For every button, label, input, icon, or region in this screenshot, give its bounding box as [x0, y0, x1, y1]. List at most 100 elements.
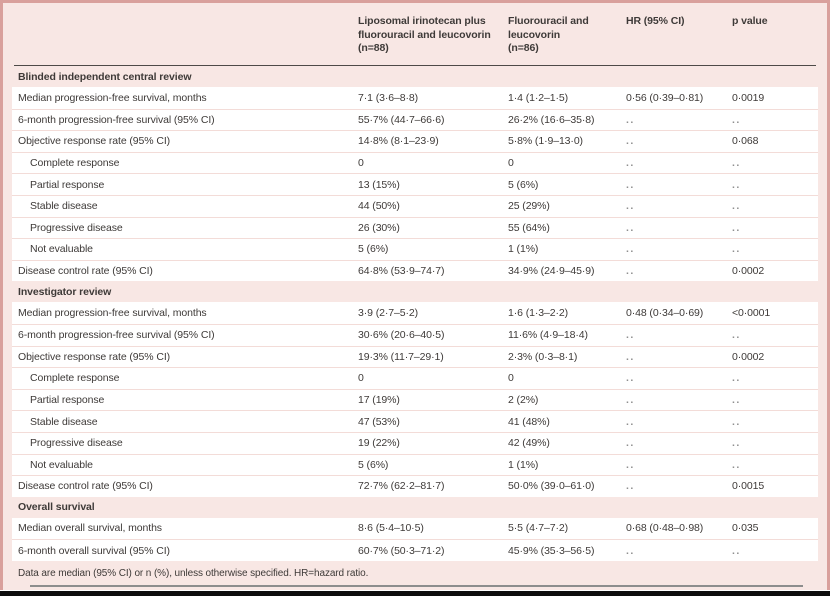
- row-label-cell: 6-month progression-free survival (95% C…: [18, 113, 215, 126]
- arm1-value-cell: 3·9 (2·7–5·2): [358, 307, 418, 320]
- arm1-value-cell: 60·7% (50·3–71·2): [358, 544, 445, 557]
- pvalue-cell: ..: [732, 329, 741, 342]
- hr-value-cell: ..: [626, 265, 635, 278]
- arm1-value-cell: 55·7% (44·7–66·6): [358, 113, 445, 126]
- table-row: Partial response 13 (15%) 5 (6%) .. ..: [12, 173, 818, 195]
- row-label-cell: Complete response: [30, 372, 120, 385]
- arm2-value-cell: 5·5 (4·7–7·2): [508, 522, 568, 535]
- table-row: Objective response rate (95% CI) 14·8% (…: [12, 130, 818, 152]
- section-rows: Median overall survival, months 8·6 (5·4…: [12, 517, 818, 561]
- hr-value-cell: ..: [626, 113, 635, 126]
- arm2-value-cell: 1·4 (1·2–1·5): [508, 91, 568, 104]
- pvalue-cell: ..: [732, 437, 741, 450]
- table-row: Median progression-free survival, months…: [12, 87, 818, 109]
- arm2-value-cell: 0: [508, 157, 514, 170]
- row-label-cell: Disease control rate (95% CI): [18, 480, 153, 493]
- section-header: Investigator review: [3, 281, 827, 302]
- arm1-value-cell: 47 (53%): [358, 415, 400, 428]
- table-column-header-row: Liposomal irinotecan plus fluorouracil a…: [3, 3, 827, 65]
- table-section: Blinded independent central review Media…: [3, 66, 827, 282]
- hr-value-cell: 0·56 (0·39–0·81): [626, 91, 704, 104]
- table-row: Progressive disease 19 (22%) 42 (49%) ..…: [12, 431, 818, 454]
- hr-value-cell: ..: [626, 437, 635, 450]
- section-rows: Median progression-free survival, months…: [12, 87, 818, 282]
- row-label-cell: Stable disease: [30, 200, 98, 213]
- hr-value-cell: ..: [626, 243, 635, 256]
- pvalue-cell: ..: [732, 221, 741, 234]
- table-row: 6-month progression-free survival (95% C…: [12, 323, 818, 346]
- arm1-value-cell: 5 (6%): [358, 458, 389, 471]
- pvalue-cell: 0·0002: [732, 350, 765, 363]
- arm1-value-cell: 5 (6%): [358, 243, 389, 256]
- table-row: Not evaluable 5 (6%) 1 (1%) .. ..: [12, 453, 818, 476]
- hr-value-cell: 0·68 (0·48–0·98): [626, 522, 704, 535]
- hr-value-cell: 0·48 (0·34–0·69): [626, 307, 704, 320]
- table-row: Disease control rate (95% CI) 72·7% (62·…: [12, 475, 818, 497]
- row-label-cell: Stable disease: [30, 415, 98, 428]
- arm1-value-cell: 14·8% (8·1–23·9): [358, 135, 439, 148]
- pvalue-cell: 0·068: [732, 135, 759, 148]
- table-row: Objective response rate (95% CI) 19·3% (…: [12, 345, 818, 368]
- arm2-value-cell: 41 (48%): [508, 415, 550, 428]
- row-label-cell: 6-month overall survival (95% CI): [18, 544, 170, 557]
- table-row: Disease control rate (95% CI) 64·8% (53·…: [12, 259, 818, 282]
- pvalue-cell: ..: [732, 178, 741, 191]
- bottom-rule: [30, 585, 803, 587]
- column-header-arm1: Liposomal irinotecan plus fluorouracil a…: [358, 15, 491, 54]
- hr-value-cell: ..: [626, 415, 635, 428]
- hr-value-cell: ..: [626, 350, 635, 363]
- arm2-value-cell: 0: [508, 372, 514, 385]
- arm2-value-cell: 2·3% (0·3–8·1): [508, 350, 578, 363]
- pvalue-cell: ..: [732, 458, 741, 471]
- arm1-value-cell: 30·6% (20·6–40·5): [358, 329, 445, 342]
- arm1-value-cell: 72·7% (62·2–81·7): [358, 480, 445, 493]
- pvalue-cell: ..: [732, 157, 741, 170]
- table-row: Partial response 17 (19%) 2 (2%) .. ..: [12, 388, 818, 411]
- table-row: 6-month progression-free survival (95% C…: [12, 108, 818, 131]
- section-title: Investigator review: [18, 285, 112, 298]
- row-label-cell: Partial response: [30, 178, 105, 191]
- arm1-value-cell: 64·8% (53·9–74·7): [358, 265, 445, 278]
- row-label-cell: Progressive disease: [30, 437, 123, 450]
- table-row: Progressive disease 26 (30%) 55 (64%) ..…: [12, 216, 818, 239]
- pvalue-cell: <0·0001: [732, 307, 771, 320]
- row-label-cell: Not evaluable: [30, 458, 93, 471]
- row-label-cell: Complete response: [30, 157, 120, 170]
- row-label-cell: Median progression-free survival, months: [18, 307, 207, 320]
- arm2-value-cell: 45·9% (35·3–56·5): [508, 544, 595, 557]
- column-header-pvalue: p value: [732, 15, 768, 27]
- row-label-cell: Not evaluable: [30, 243, 93, 256]
- row-label-cell: Median progression-free survival, months: [18, 91, 207, 104]
- hr-value-cell: ..: [626, 480, 635, 493]
- header-rule: [14, 65, 816, 66]
- hr-value-cell: ..: [626, 394, 635, 407]
- pvalue-cell: 0·0015: [732, 480, 765, 493]
- row-label-cell: Progressive disease: [30, 221, 123, 234]
- arm1-value-cell: 19 (22%): [358, 437, 400, 450]
- table-footnote: Data are median (95% CI) or n (%), unles…: [18, 567, 369, 579]
- arm2-value-cell: 42 (49%): [508, 437, 550, 450]
- arm2-value-cell: 1·6 (1·3–2·2): [508, 307, 568, 320]
- hr-value-cell: ..: [626, 372, 635, 385]
- arm2-value-cell: 34·9% (24·9–45·9): [508, 265, 595, 278]
- table-row: Median overall survival, months 8·6 (5·4…: [12, 518, 818, 540]
- arm1-value-cell: 17 (19%): [358, 394, 400, 407]
- arm2-value-cell: 50·0% (39·0–61·0): [508, 480, 595, 493]
- pvalue-cell: 0·0019: [732, 91, 765, 104]
- pvalue-cell: ..: [732, 113, 741, 126]
- arm1-value-cell: 44 (50%): [358, 200, 400, 213]
- pvalue-cell: ..: [732, 372, 741, 385]
- arm1-value-cell: 0: [358, 372, 364, 385]
- table-row: Complete response 0 0 .. ..: [12, 367, 818, 389]
- table-row: Stable disease 47 (53%) 41 (48%) .. ..: [12, 410, 818, 432]
- screenshot-bottom-border: [0, 591, 830, 596]
- arm2-value-cell: 1 (1%): [508, 243, 539, 256]
- arm1-value-cell: 13 (15%): [358, 178, 400, 191]
- row-label-cell: Objective response rate (95% CI): [18, 135, 171, 148]
- arm2-value-cell: 11·6% (4·9–18·4): [508, 329, 588, 342]
- table-row: 6-month overall survival (95% CI) 60·7% …: [12, 539, 818, 561]
- hr-value-cell: ..: [626, 178, 635, 191]
- table-row: Complete response 0 0 .. ..: [12, 151, 818, 174]
- arm2-value-cell: 2 (2%): [508, 394, 539, 407]
- hr-value-cell: ..: [626, 544, 635, 557]
